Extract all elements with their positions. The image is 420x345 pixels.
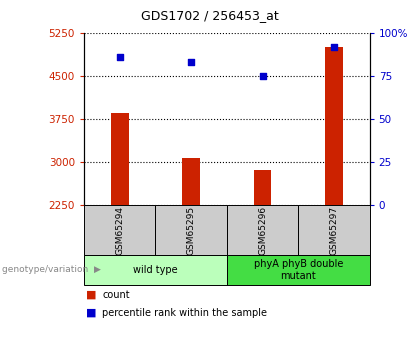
- Text: GSM65294: GSM65294: [115, 206, 124, 255]
- Bar: [182, 158, 200, 205]
- Text: ■: ■: [86, 308, 97, 318]
- Bar: [325, 47, 343, 205]
- Text: phyA phyB double
mutant: phyA phyB double mutant: [254, 259, 343, 281]
- Bar: [254, 170, 271, 205]
- Text: GSM65296: GSM65296: [258, 206, 267, 255]
- Point: [116, 54, 123, 60]
- Text: ■: ■: [86, 290, 97, 300]
- Text: wild type: wild type: [133, 265, 178, 275]
- Bar: [111, 113, 129, 205]
- Text: count: count: [102, 290, 130, 300]
- Point: [259, 73, 266, 79]
- Text: GSM65297: GSM65297: [329, 206, 339, 255]
- Text: GDS1702 / 256453_at: GDS1702 / 256453_at: [141, 9, 279, 22]
- Point: [188, 59, 194, 65]
- Text: GSM65295: GSM65295: [186, 206, 196, 255]
- Text: percentile rank within the sample: percentile rank within the sample: [102, 308, 267, 318]
- Point: [331, 44, 337, 49]
- Text: genotype/variation  ▶: genotype/variation ▶: [2, 265, 101, 275]
